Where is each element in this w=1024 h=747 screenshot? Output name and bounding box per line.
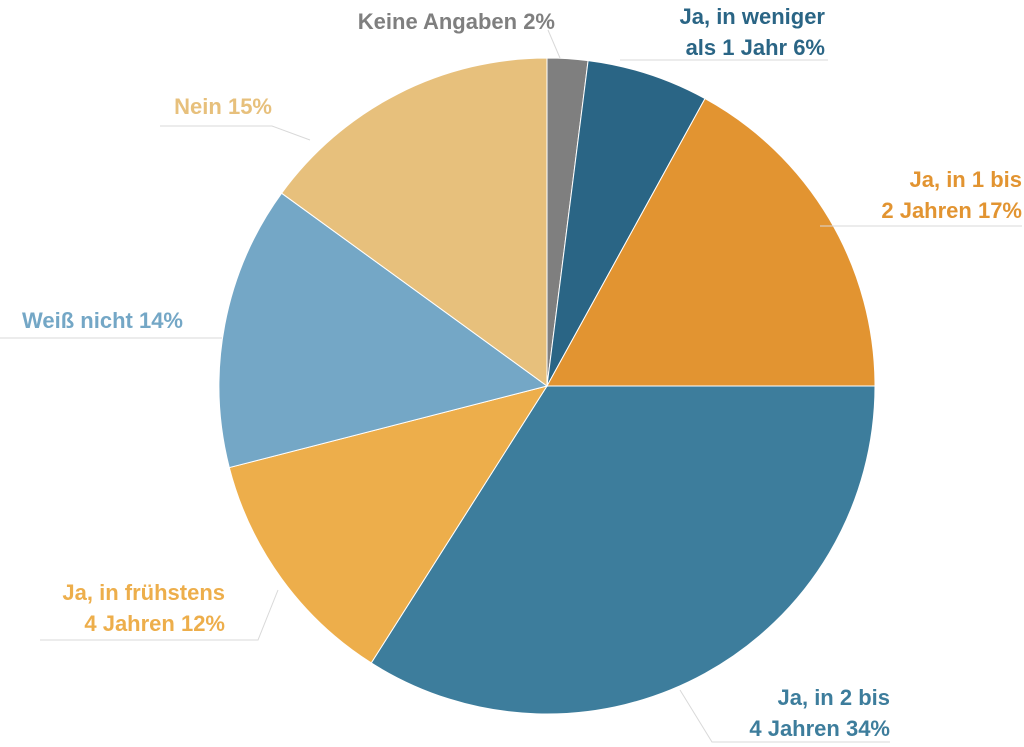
slice-labels: Keine Angaben 2% Ja, in weniger als 1 Jahr… (22, 4, 1022, 741)
slice-label: Nein 15% (174, 94, 272, 119)
slice-label-line: Weiß nicht 14% (22, 308, 183, 333)
slice-label: Weiß nicht 14% (22, 308, 183, 333)
slice-label-line: Nein 15% (174, 94, 272, 119)
pie-slice (370, 385, 876, 715)
leader-line (40, 589, 279, 641)
slice-label: Ja, in frühstens 4 Jahren 12% (62, 580, 225, 636)
slice-label: Keine Angaben 2% (358, 9, 555, 34)
pie-slice (228, 385, 549, 664)
pie-slice (218, 192, 549, 469)
leader-lines (0, 29, 1022, 743)
pie-slice (546, 97, 876, 387)
pie-slice (280, 57, 548, 387)
slice-label-line: Keine Angaben 2% (358, 9, 555, 34)
slice-label-line: 4 Jahren 12% (84, 611, 225, 636)
slice-label-line: Ja, in frühstens (62, 580, 225, 605)
slice-label-line: als 1 Jahr 6% (686, 35, 825, 60)
pie-slice (546, 60, 706, 387)
leader-line (679, 689, 890, 743)
slice-label: Ja, in 1 bis 2 Jahren 17% (881, 167, 1022, 223)
slice-label-line: Ja, in 1 bis (910, 167, 1023, 192)
slice-label-line: 2 Jahren 17% (881, 198, 1022, 223)
slice-label-line: 4 Jahren 34% (749, 716, 890, 741)
slice-label-line: Ja, in weniger (680, 4, 826, 29)
leader-line (547, 29, 561, 59)
slice-label-line: Ja, in 2 bis (778, 685, 891, 710)
leader-line (160, 125, 311, 141)
slice-label: Ja, in weniger als 1 Jahr 6% (680, 4, 826, 60)
pie-slices (218, 57, 876, 715)
slice-label: Ja, in 2 bis 4 Jahren 34% (749, 685, 890, 741)
